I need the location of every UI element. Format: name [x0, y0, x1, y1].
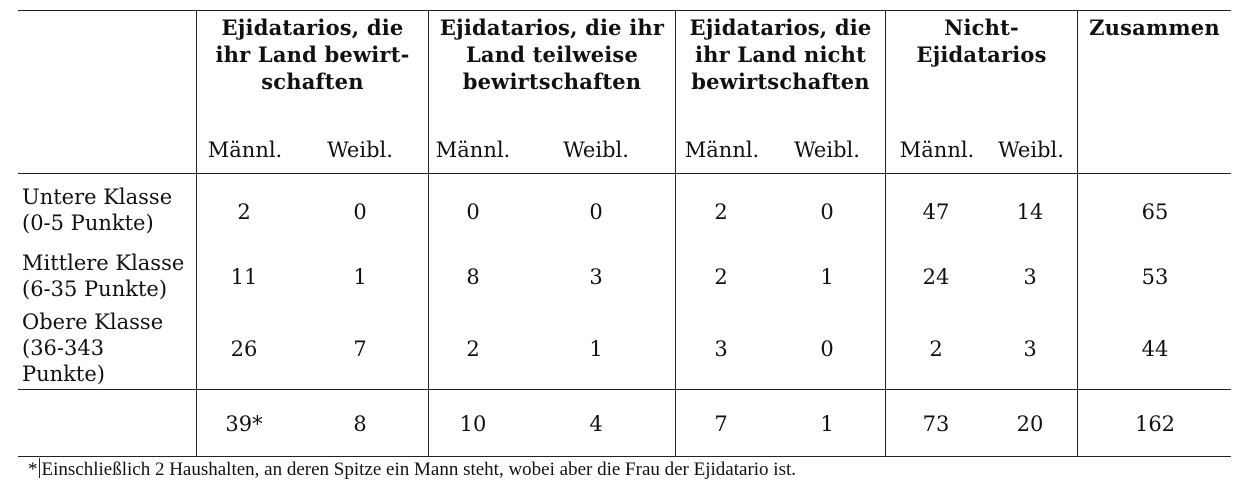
subheader-weibl: Weibl. — [327, 138, 393, 162]
table-cell: 14 — [1016, 200, 1044, 224]
table-cell: 0 — [820, 200, 834, 224]
table-cell: 2 — [929, 337, 943, 361]
table-cell: 3 — [1023, 337, 1037, 361]
subheader-weibl: Weibl. — [563, 138, 629, 162]
total-cell: 20 — [1016, 412, 1044, 436]
row-label-untere-klasse: Untere Klasse (0-5 Punkte) — [22, 185, 173, 235]
table-cell: 3 — [1023, 265, 1037, 289]
total-cell: 162 — [1134, 412, 1176, 436]
footnote-divider — [38, 458, 40, 478]
group-header-zusammen: Zusammen — [1089, 15, 1220, 40]
subheader-maennl: Männl. — [207, 138, 283, 162]
total-cell: 10 — [459, 412, 487, 436]
total-cell: 1 — [820, 412, 834, 436]
row-label-obere-klasse: Obere Klasse (36-343 Punkte) — [22, 310, 164, 386]
footnote-text: Einschließlich 2 Haushalten, an deren Sp… — [41, 459, 797, 480]
table-cell: 3 — [714, 337, 728, 361]
body-bottom-rule — [18, 389, 1231, 390]
footnote: * Einschließlich 2 Haushalten, an deren S… — [28, 458, 796, 482]
total-cell: 39* — [225, 412, 263, 436]
table-cell: 8 — [466, 265, 480, 289]
row-label-mittlere-klasse: Mittlere Klasse (6-35 Punkte) — [22, 251, 185, 301]
table-bottom-rule — [18, 456, 1231, 457]
table-cell: 2 — [714, 265, 728, 289]
table-cell: 24 — [922, 265, 950, 289]
footnote-marker: * — [28, 459, 38, 480]
total-cell: 73 — [922, 412, 950, 436]
table-cell: 2 — [237, 200, 251, 224]
table-cell: 1 — [589, 337, 603, 361]
table-cell: 44 — [1141, 337, 1169, 361]
table-cell: 2 — [466, 337, 480, 361]
total-cell: 4 — [589, 412, 603, 436]
table-top-rule — [18, 10, 1231, 11]
table-cell: 0 — [820, 337, 834, 361]
group-header-ejidatarios-teilweise: Ejidatarios, die ihr Land teilweise bewi… — [439, 15, 665, 94]
table-cell: 1 — [820, 265, 834, 289]
table-cell: 11 — [230, 265, 258, 289]
table-cell: 3 — [589, 265, 603, 289]
group-header-nicht-ejidatarios: Nicht- Ejidatarios — [916, 15, 1047, 67]
table-cell: 0 — [353, 200, 367, 224]
column-divider — [1077, 10, 1078, 457]
subheader-maennl: Männl. — [684, 138, 760, 162]
table-cell: 47 — [922, 200, 950, 224]
table-cell: 7 — [353, 337, 367, 361]
header-bottom-rule — [18, 173, 1231, 174]
total-cell: 8 — [353, 412, 367, 436]
column-divider — [428, 10, 429, 457]
table-cell: 0 — [466, 200, 480, 224]
subheader-weibl: Weibl. — [794, 138, 860, 162]
table-cell: 0 — [589, 200, 603, 224]
column-divider — [885, 10, 886, 457]
column-divider — [675, 10, 676, 457]
group-header-ejidatarios-nicht: Ejidatarios, die ihr Land nicht bewirtsc… — [689, 15, 872, 94]
table-cell: 26 — [230, 337, 258, 361]
subheader-maennl: Männl. — [435, 138, 511, 162]
group-header-ejidatarios-bewirtschaften: Ejidatarios, die ihr Land bewirt- schaft… — [215, 15, 410, 94]
column-divider — [196, 10, 197, 457]
total-cell: 7 — [714, 412, 728, 436]
table-cell: 1 — [353, 265, 367, 289]
table-cell: 2 — [714, 200, 728, 224]
subheader-weibl: Weibl. — [998, 138, 1064, 162]
table-cell: 53 — [1141, 265, 1169, 289]
subheader-maennl: Männl. — [899, 138, 975, 162]
table-cell: 65 — [1141, 200, 1169, 224]
